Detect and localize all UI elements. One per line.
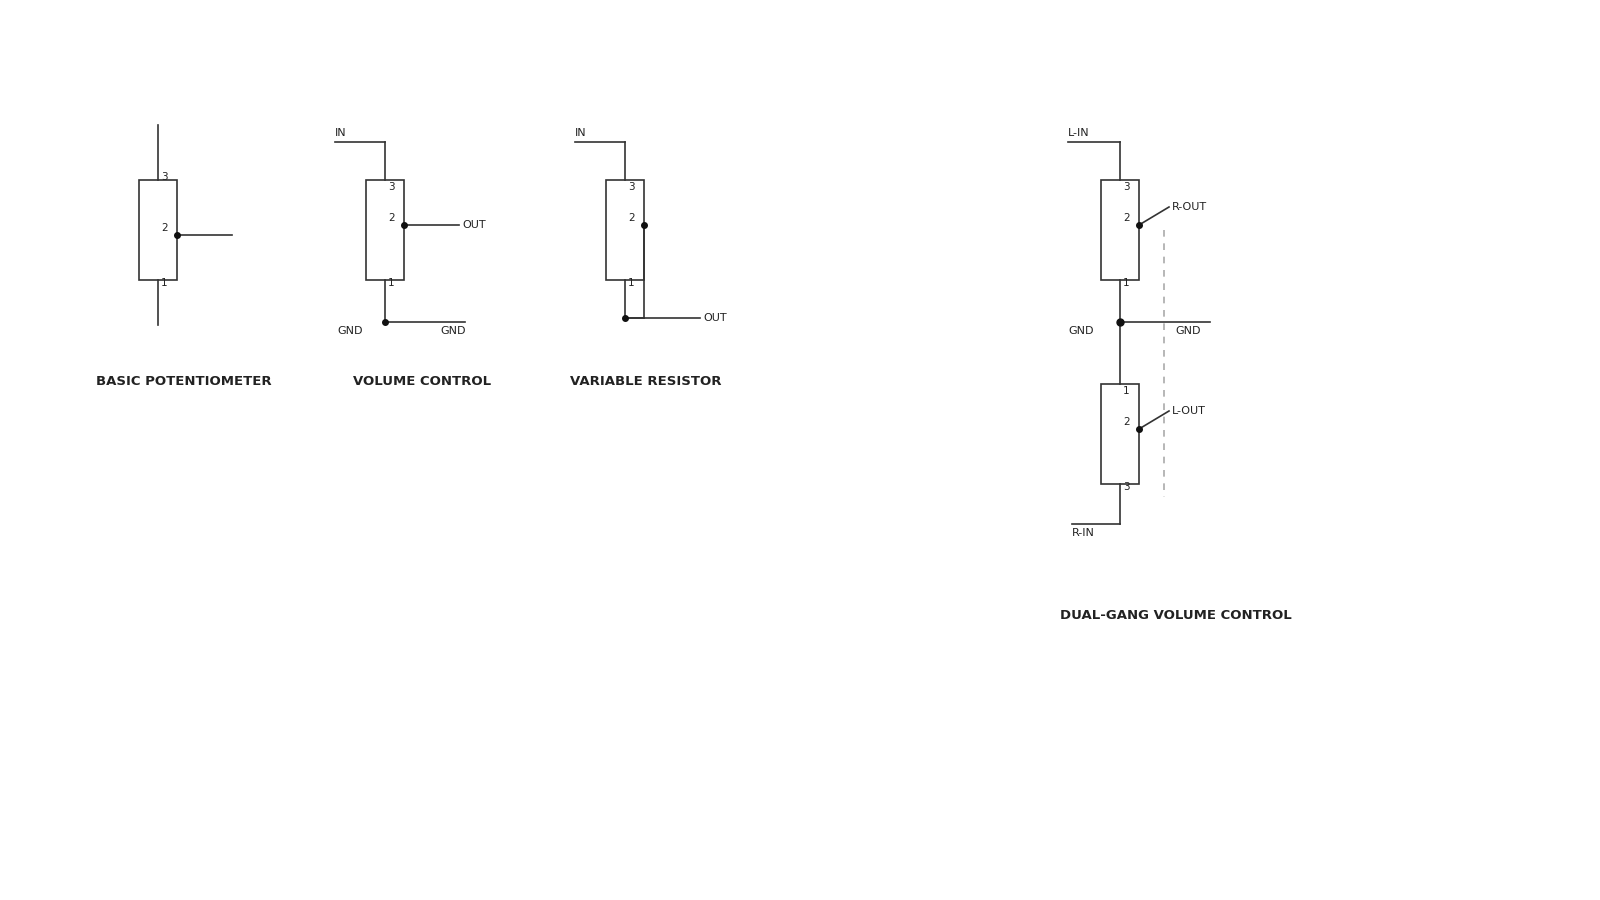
Bar <box>1101 384 1139 484</box>
Text: BASIC POTENTIOMETER: BASIC POTENTIOMETER <box>96 375 272 388</box>
Text: GND: GND <box>338 326 363 336</box>
Text: 3: 3 <box>162 172 168 182</box>
Bar <box>1101 180 1139 280</box>
Text: DUAL-GANG VOLUME CONTROL: DUAL-GANG VOLUME CONTROL <box>1059 609 1291 622</box>
Text: VARIABLE RESISTOR: VARIABLE RESISTOR <box>570 375 722 388</box>
Text: 3: 3 <box>1123 182 1130 192</box>
Text: 2: 2 <box>1123 417 1130 427</box>
Text: 1: 1 <box>387 278 395 288</box>
Text: GND: GND <box>440 326 466 336</box>
Text: R-IN: R-IN <box>1072 528 1094 538</box>
Text: GND: GND <box>1174 326 1200 336</box>
Text: 1: 1 <box>162 278 168 288</box>
Text: VOLUME CONTROL: VOLUME CONTROL <box>354 375 491 388</box>
Text: R-OUT: R-OUT <box>1171 202 1206 212</box>
Text: L-IN: L-IN <box>1069 128 1090 138</box>
Text: 3: 3 <box>387 182 395 192</box>
Bar <box>139 180 178 280</box>
Text: 1: 1 <box>1123 386 1130 396</box>
Text: L-OUT: L-OUT <box>1171 406 1206 416</box>
Text: IN: IN <box>334 128 347 138</box>
Bar <box>606 180 643 280</box>
Text: 2: 2 <box>627 213 635 223</box>
Text: GND: GND <box>1069 326 1093 336</box>
Text: OUT: OUT <box>462 220 486 230</box>
Bar <box>366 180 403 280</box>
Text: 2: 2 <box>387 213 395 223</box>
Text: 1: 1 <box>1123 278 1130 288</box>
Text: OUT: OUT <box>702 313 726 323</box>
Text: 2: 2 <box>1123 213 1130 223</box>
Text: 3: 3 <box>1123 482 1130 492</box>
Text: 2: 2 <box>162 223 168 233</box>
Text: 3: 3 <box>627 182 635 192</box>
Text: IN: IN <box>574 128 587 138</box>
Text: 1: 1 <box>627 278 635 288</box>
